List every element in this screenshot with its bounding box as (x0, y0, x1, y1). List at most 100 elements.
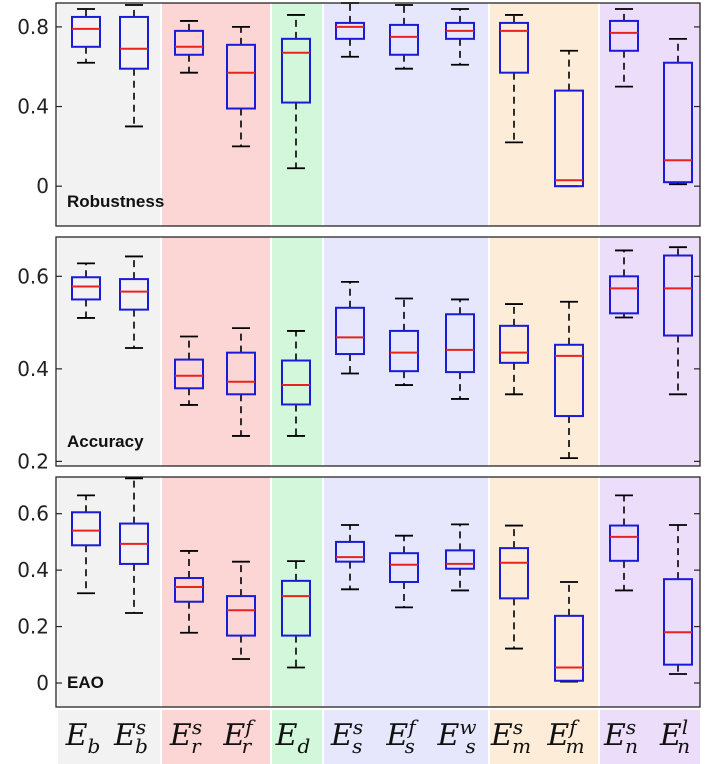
box-10 (609, 8, 639, 88)
iqr-box (499, 21, 529, 74)
axes-frame (55, 236, 701, 467)
x-tick-label: Ef s (385, 715, 419, 758)
box-5 (335, 280, 365, 375)
x-tick-label: Ef r (222, 715, 256, 758)
group-band-d (272, 237, 322, 466)
y-tick-label: 0.2 (17, 449, 49, 473)
group-band-d (272, 3, 322, 226)
label-band-d (272, 710, 322, 764)
iqr-box (499, 547, 529, 600)
label-band-n (600, 710, 700, 764)
box-4 (281, 330, 311, 437)
box-10 (609, 249, 639, 319)
box-3 (226, 327, 256, 437)
group-band-d (272, 477, 322, 707)
iqr-box (554, 343, 584, 418)
iqr-box (609, 524, 639, 562)
panel-label: EAO (67, 673, 104, 692)
iqr-box (335, 306, 365, 356)
group-band-n (600, 3, 700, 226)
box-7 (445, 298, 475, 400)
iqr-box (445, 549, 475, 570)
iqr-box (335, 21, 365, 40)
box-5 (335, 2, 365, 58)
panel-label: Robustness (67, 192, 164, 211)
box-8 (499, 303, 529, 396)
y-tick-label: 0.8 (17, 15, 49, 39)
box-0 (71, 262, 101, 319)
iqr-box (226, 43, 256, 110)
label-band-m (490, 710, 598, 764)
iqr-box (119, 278, 149, 311)
x-tick-label: Ew s (436, 715, 476, 758)
label-band-r (162, 710, 270, 764)
x-tick-label: Es b (113, 715, 148, 758)
panel-label: Accuracy (67, 432, 144, 451)
iqr-box (119, 15, 149, 70)
label-band-s (324, 710, 488, 764)
group-band-base (58, 237, 160, 466)
group-band-base (58, 3, 160, 226)
iqr-box (71, 15, 101, 48)
box-4 (281, 14, 311, 170)
iqr-box (499, 324, 529, 364)
iqr-box (663, 254, 693, 337)
iqr-box (174, 577, 204, 603)
panel-accuracy: 0.2 0.4 0.6 Accuracy (17, 236, 701, 473)
iqr-box (663, 578, 693, 666)
box-11 (663, 246, 693, 396)
box-2 (174, 335, 204, 406)
iqr-box (335, 540, 365, 563)
box-9 (554, 581, 584, 683)
x-tick-label: Es n (603, 715, 638, 758)
y-tick-label: 0.2 (17, 615, 49, 639)
x-axis-labels: Eb Es b Es r Ef r Ed Es s Ef s Ew s Es m Ef m Es n El n (58, 710, 700, 764)
group-band-s (324, 237, 488, 466)
iqr-box (554, 89, 584, 188)
box-6 (389, 534, 419, 609)
iqr-box (71, 276, 101, 301)
y-tick-label: 0.4 (17, 357, 49, 381)
box-1 (119, 477, 149, 614)
x-tick-label: Ed (275, 718, 311, 758)
iqr-box (609, 19, 639, 52)
box-6 (389, 4, 419, 70)
box-4 (281, 560, 311, 669)
box-0 (71, 494, 101, 595)
box-2 (174, 20, 204, 74)
box-3 (226, 25, 256, 148)
x-tick-label: El n (659, 715, 690, 758)
y-tick-label: 0.4 (17, 95, 49, 119)
box-11 (663, 37, 693, 186)
iqr-box (174, 29, 204, 56)
box-2 (174, 550, 204, 634)
y-tick-label: 0.4 (17, 558, 49, 582)
iqr-box (445, 313, 475, 374)
axes-frame (55, 476, 701, 708)
iqr-box (71, 511, 101, 547)
group-band-m (490, 477, 598, 707)
iqr-box (389, 552, 419, 583)
group-band-s (324, 477, 488, 707)
y-tick-label: 0.6 (17, 264, 49, 288)
x-tick-label: Es s (330, 715, 363, 758)
box-1 (119, 255, 149, 349)
iqr-box (226, 351, 256, 396)
iqr-box (554, 614, 584, 682)
y-tick-label: 0 (36, 671, 49, 695)
box-9 (554, 49, 584, 188)
box-7 (445, 523, 475, 592)
iqr-box (281, 359, 311, 406)
y-tick-label: 0.6 (17, 502, 49, 526)
box-6 (389, 297, 419, 386)
panel-robustness: 0 0.4 0.8 Robustness (17, 2, 701, 227)
label-band-base (58, 710, 160, 764)
group-band-base (58, 477, 160, 707)
box-7 (445, 8, 475, 66)
group-band-r (162, 477, 270, 707)
group-band-n (600, 477, 700, 707)
panel-eao: 0 0.2 0.4 0.6 EAO (17, 476, 701, 708)
iqr-box (663, 61, 693, 184)
box-9 (554, 300, 584, 460)
